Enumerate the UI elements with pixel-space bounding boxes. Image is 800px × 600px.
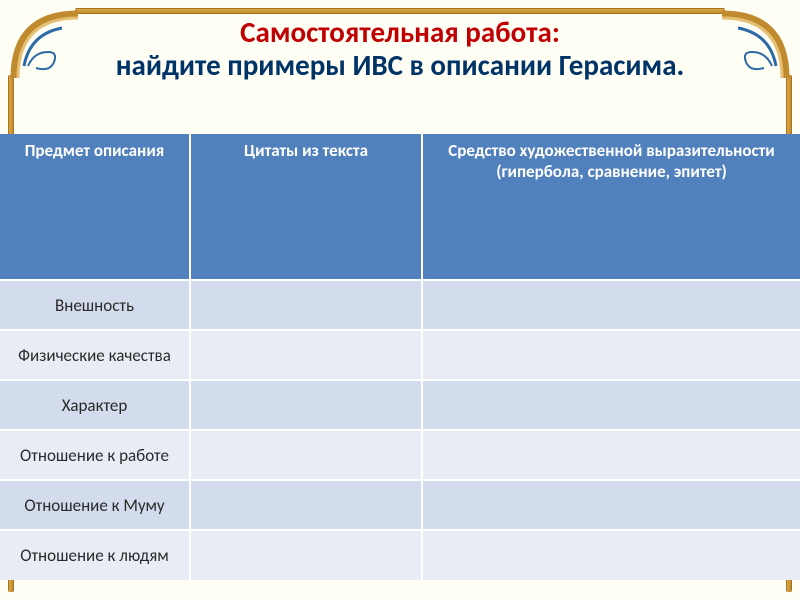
table-row: Отношение к Муму <box>0 480 800 530</box>
cell-subject: Отношение к людям <box>0 530 190 580</box>
cell-subject: Физические качества <box>0 330 190 380</box>
title-block: Самостоятельная работа: найдите примеры … <box>30 16 770 83</box>
cell-subject: Внешность <box>0 280 190 330</box>
cell-device <box>422 430 800 480</box>
table-header-row: Предмет описания Цитаты из текста Средст… <box>0 134 800 280</box>
cell-quote <box>190 330 422 380</box>
table-row: Отношение к работе <box>0 430 800 480</box>
cell-subject: Отношение к Муму <box>0 480 190 530</box>
col-header-quote: Цитаты из текста <box>190 134 422 280</box>
table-row: Физические качества <box>0 330 800 380</box>
cell-quote <box>190 480 422 530</box>
title-secondary: найдите примеры ИВС в описании Герасима. <box>30 49 770 82</box>
col-header-subject: Предмет описания <box>0 134 190 280</box>
cell-device <box>422 330 800 380</box>
table-row: Отношение к людям <box>0 530 800 580</box>
table-row: Внешность <box>0 280 800 330</box>
table-row: Характер <box>0 380 800 430</box>
cell-device <box>422 380 800 430</box>
cell-device <box>422 280 800 330</box>
cell-device <box>422 480 800 530</box>
cell-quote <box>190 380 422 430</box>
col-header-device: Средство художественной выразительности(… <box>422 134 800 280</box>
title-primary: Самостоятельная работа: <box>30 16 770 49</box>
cell-quote <box>190 530 422 580</box>
cell-quote <box>190 430 422 480</box>
cell-subject: Отношение к работе <box>0 430 190 480</box>
worksheet-table: Предмет описания Цитаты из текста Средст… <box>0 134 800 580</box>
cell-subject: Характер <box>0 380 190 430</box>
cell-quote <box>190 280 422 330</box>
cell-device <box>422 530 800 580</box>
